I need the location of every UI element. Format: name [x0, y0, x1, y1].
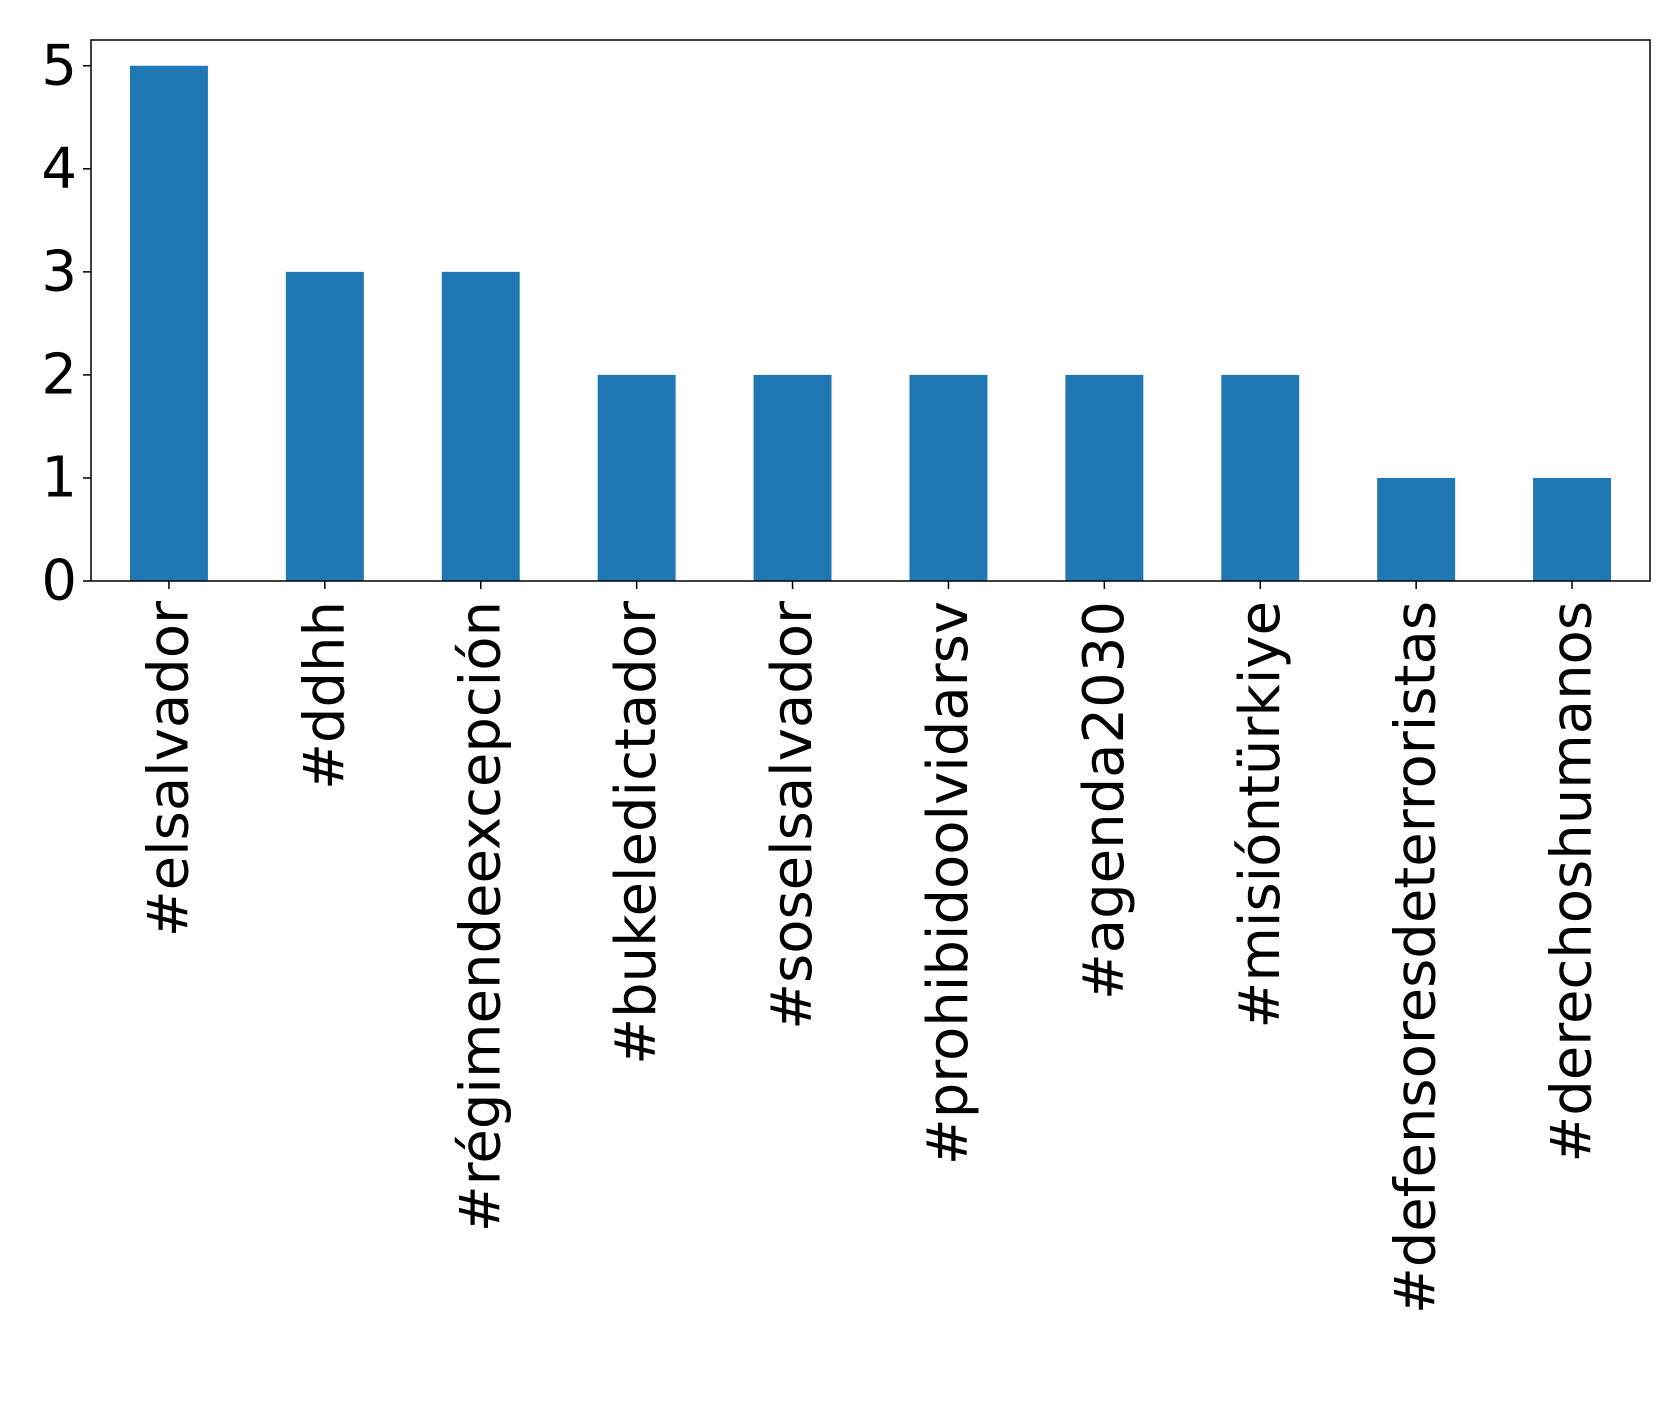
- x-tick-label: #agenda2030: [1072, 601, 1137, 1000]
- x-tick-label: #prohibidoolvidarsv: [916, 601, 981, 1165]
- bar: [441, 271, 520, 581]
- x-tick-label: #soselsalvador: [760, 600, 825, 1030]
- y-tick-label: 2: [41, 342, 77, 407]
- bar: [1221, 374, 1300, 581]
- y-tick-label: 1: [41, 445, 77, 510]
- bar: [1533, 477, 1612, 581]
- y-axis: 0 1 2 3 4 5: [41, 33, 91, 614]
- y-tick-label: 3: [41, 239, 77, 304]
- x-axis: #elsalvador #ddhh #régimendeexcepción #buke…: [136, 581, 1605, 1314]
- y-tick-label: 5: [41, 33, 77, 98]
- plot-frame: [90, 39, 1651, 582]
- bar: [753, 374, 832, 581]
- bar: [909, 374, 988, 581]
- x-tick-label: #elsalvador: [136, 600, 201, 937]
- bar: [1377, 477, 1456, 581]
- x-tick-label: #misióntürkiye: [1228, 601, 1293, 1029]
- x-tick-label: #defensoresdeterroristas: [1384, 601, 1449, 1314]
- x-tick-label: #derechoshumanos: [1540, 601, 1605, 1163]
- x-tick-label: #régimendeexcepción: [448, 601, 513, 1232]
- bar: [1065, 374, 1144, 581]
- y-tick-label: 4: [41, 136, 77, 201]
- x-tick-label: #ddhh: [292, 601, 357, 790]
- bar: [597, 374, 676, 581]
- y-tick-label: 0: [41, 549, 77, 614]
- bars-layer: [129, 65, 1612, 581]
- x-tick-label: #bukeledictador: [604, 600, 669, 1065]
- bar: [129, 65, 208, 581]
- bar: [285, 271, 364, 581]
